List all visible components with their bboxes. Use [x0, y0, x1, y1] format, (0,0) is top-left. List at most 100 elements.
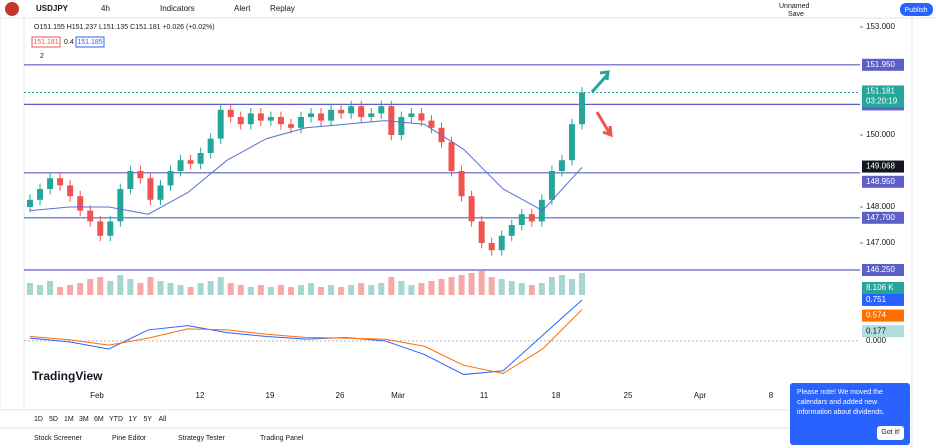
volume-bar	[247, 287, 254, 295]
candle-body	[468, 196, 475, 222]
got-it-button[interactable]: Got it!	[877, 426, 904, 440]
candle-body	[428, 120, 435, 128]
range-button[interactable]: 1D	[34, 416, 43, 423]
candle-body	[187, 160, 194, 164]
symbol[interactable]: USDJPY	[36, 4, 69, 13]
indicators[interactable]: Indicators	[160, 4, 195, 13]
tab[interactable]: Pine Editor	[112, 435, 147, 442]
signal-line	[29, 309, 583, 374]
candle-body	[528, 214, 535, 222]
avatar[interactable]	[5, 2, 19, 16]
ma-label: 149.068	[866, 162, 895, 171]
range-button[interactable]: 5D	[49, 416, 58, 423]
volume-bar	[237, 285, 244, 295]
range-button[interactable]: 1M	[64, 416, 74, 423]
candle-body	[368, 113, 375, 117]
volume-bar	[508, 281, 515, 295]
candle-body	[448, 142, 455, 171]
range-button[interactable]: All	[159, 416, 167, 423]
y-tick-label: 147.000	[866, 238, 895, 247]
candle-body	[277, 117, 284, 125]
tab[interactable]: Strategy Tester	[178, 435, 226, 442]
range-button[interactable]: 3M	[79, 416, 89, 423]
volume-bar	[468, 273, 475, 295]
volume-bar	[318, 287, 325, 295]
signal-label: 0.574	[866, 311, 887, 320]
level-label-box	[862, 264, 904, 276]
bid[interactable]: 151.181	[33, 39, 58, 46]
candle-body	[308, 113, 315, 117]
moving-average	[29, 120, 583, 215]
volume-bar	[157, 281, 164, 295]
volume-bar	[358, 283, 365, 295]
tab[interactable]: Stock Screener	[34, 435, 83, 442]
time-label: 18	[552, 391, 561, 400]
candle-body	[498, 235, 505, 251]
level-label: 147.700	[866, 213, 895, 222]
volume-bar	[568, 279, 575, 295]
spread: 0.4	[64, 39, 74, 46]
ask[interactable]: 151.185	[77, 39, 102, 46]
interval[interactable]: 4h	[101, 4, 110, 13]
volume-bar	[398, 281, 405, 295]
volume-bar	[378, 283, 385, 295]
volume-bar	[137, 283, 144, 295]
candle-body	[358, 106, 365, 117]
volume-bar	[328, 285, 335, 295]
time-label: 11	[480, 391, 489, 400]
level-label: 148.950	[866, 177, 895, 186]
candle-body	[348, 106, 355, 114]
candle-body	[157, 185, 164, 200]
time-label: Mar	[391, 391, 405, 400]
publish-button[interactable]	[900, 3, 933, 16]
time-label: 19	[266, 391, 275, 400]
volume-bar	[558, 275, 565, 295]
volume-bar	[77, 283, 84, 295]
volume-bar	[438, 279, 445, 295]
publish[interactable]: Publish	[905, 7, 928, 14]
chart: 153.000150.000148.000147.000151.950150.8…	[24, 22, 904, 442]
alert[interactable]: Alert	[234, 4, 251, 13]
time-label: 12	[196, 391, 205, 400]
macd-label-box	[862, 293, 904, 306]
candle-body	[378, 106, 385, 114]
range-button[interactable]: 6M	[94, 416, 104, 423]
layout-name[interactable]: Unnamed	[779, 3, 809, 10]
candle-body	[177, 160, 184, 171]
collapsed-count[interactable]: 2	[40, 53, 44, 60]
candle-body	[137, 171, 144, 179]
tab[interactable]: Trading Panel	[260, 435, 304, 442]
volume-bar	[87, 279, 94, 295]
candle-body	[97, 221, 104, 236]
volume-bar	[498, 279, 505, 295]
volume-bar	[538, 283, 545, 295]
volume-bar	[57, 287, 64, 295]
candle-body	[227, 109, 234, 117]
time-label: 26	[336, 391, 345, 400]
candle-body	[77, 196, 84, 211]
ma-label-box	[862, 160, 904, 173]
bid-box[interactable]	[31, 36, 61, 48]
left-toolbar	[0, 17, 25, 411]
candle-body	[47, 178, 54, 189]
range-button[interactable]: 5Y	[144, 416, 153, 423]
volume-label-box	[862, 282, 904, 294]
level-label: 151.950	[866, 60, 895, 69]
countdown: 03:20:19	[866, 97, 898, 106]
replay[interactable]: Replay	[270, 4, 295, 13]
candle-body	[167, 171, 174, 186]
candle-body	[267, 117, 274, 121]
save[interactable]: Save	[788, 11, 804, 18]
candle-body	[418, 113, 425, 121]
volume-bar	[37, 285, 44, 295]
time-label: 8	[769, 391, 774, 400]
candle-body	[388, 106, 395, 135]
volume-bar	[167, 283, 174, 295]
ask-box[interactable]	[75, 36, 105, 48]
range-button[interactable]: 1Y	[129, 416, 138, 423]
volume-bar	[27, 283, 33, 295]
histogram-label-box	[862, 325, 904, 338]
candle-body	[297, 117, 304, 128]
range-button[interactable]: YTD	[109, 416, 123, 423]
